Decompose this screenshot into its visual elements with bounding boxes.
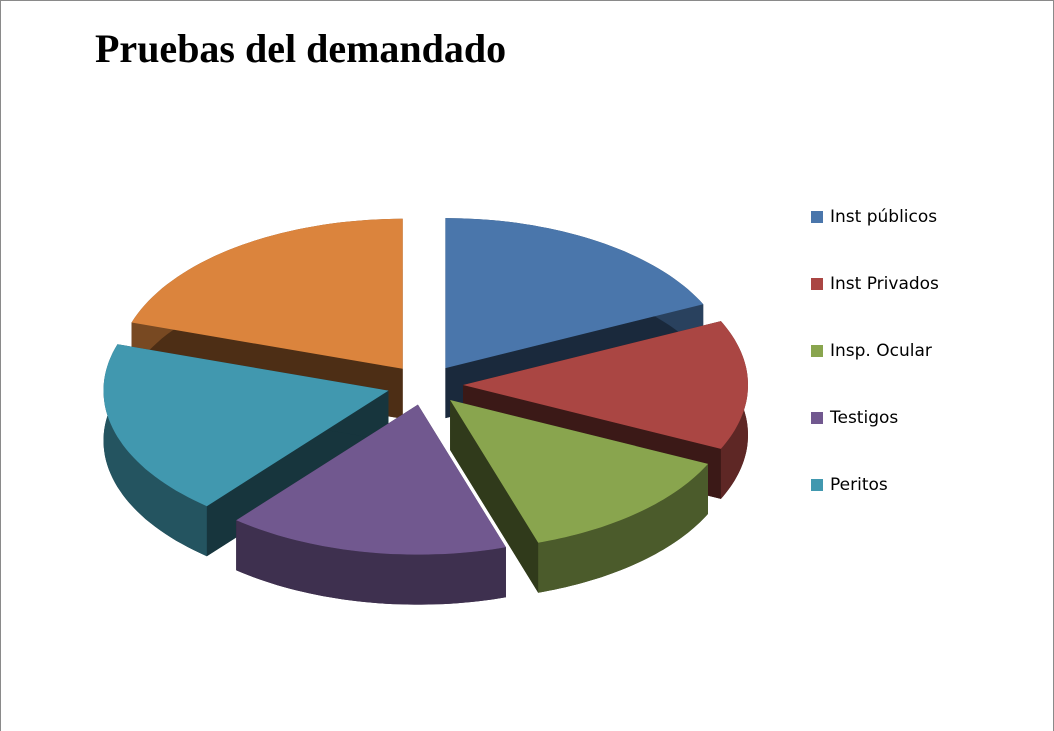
legend-label: Inst Privados	[830, 274, 939, 294]
chart-title: Pruebas del demandado	[95, 26, 506, 71]
legend-label: Inst públicos	[830, 207, 937, 227]
slice-wall	[450, 400, 539, 593]
slice	[463, 321, 748, 449]
legend-swatch	[811, 211, 823, 223]
legend-swatch	[811, 412, 823, 424]
slice-rim	[236, 520, 506, 605]
slice-rim	[103, 344, 207, 557]
legend-swatch	[811, 479, 823, 491]
slice	[450, 400, 708, 543]
slice	[103, 344, 389, 507]
slice	[445, 218, 704, 369]
legend-label: Insp. Ocular	[830, 341, 932, 361]
slice	[236, 404, 506, 555]
slice-rim	[538, 463, 708, 593]
slice	[131, 218, 403, 369]
legend-label: Testigos	[829, 408, 898, 428]
legend-swatch	[811, 345, 823, 357]
legend-label: Peritos	[830, 475, 888, 495]
legend-swatch	[811, 278, 823, 290]
